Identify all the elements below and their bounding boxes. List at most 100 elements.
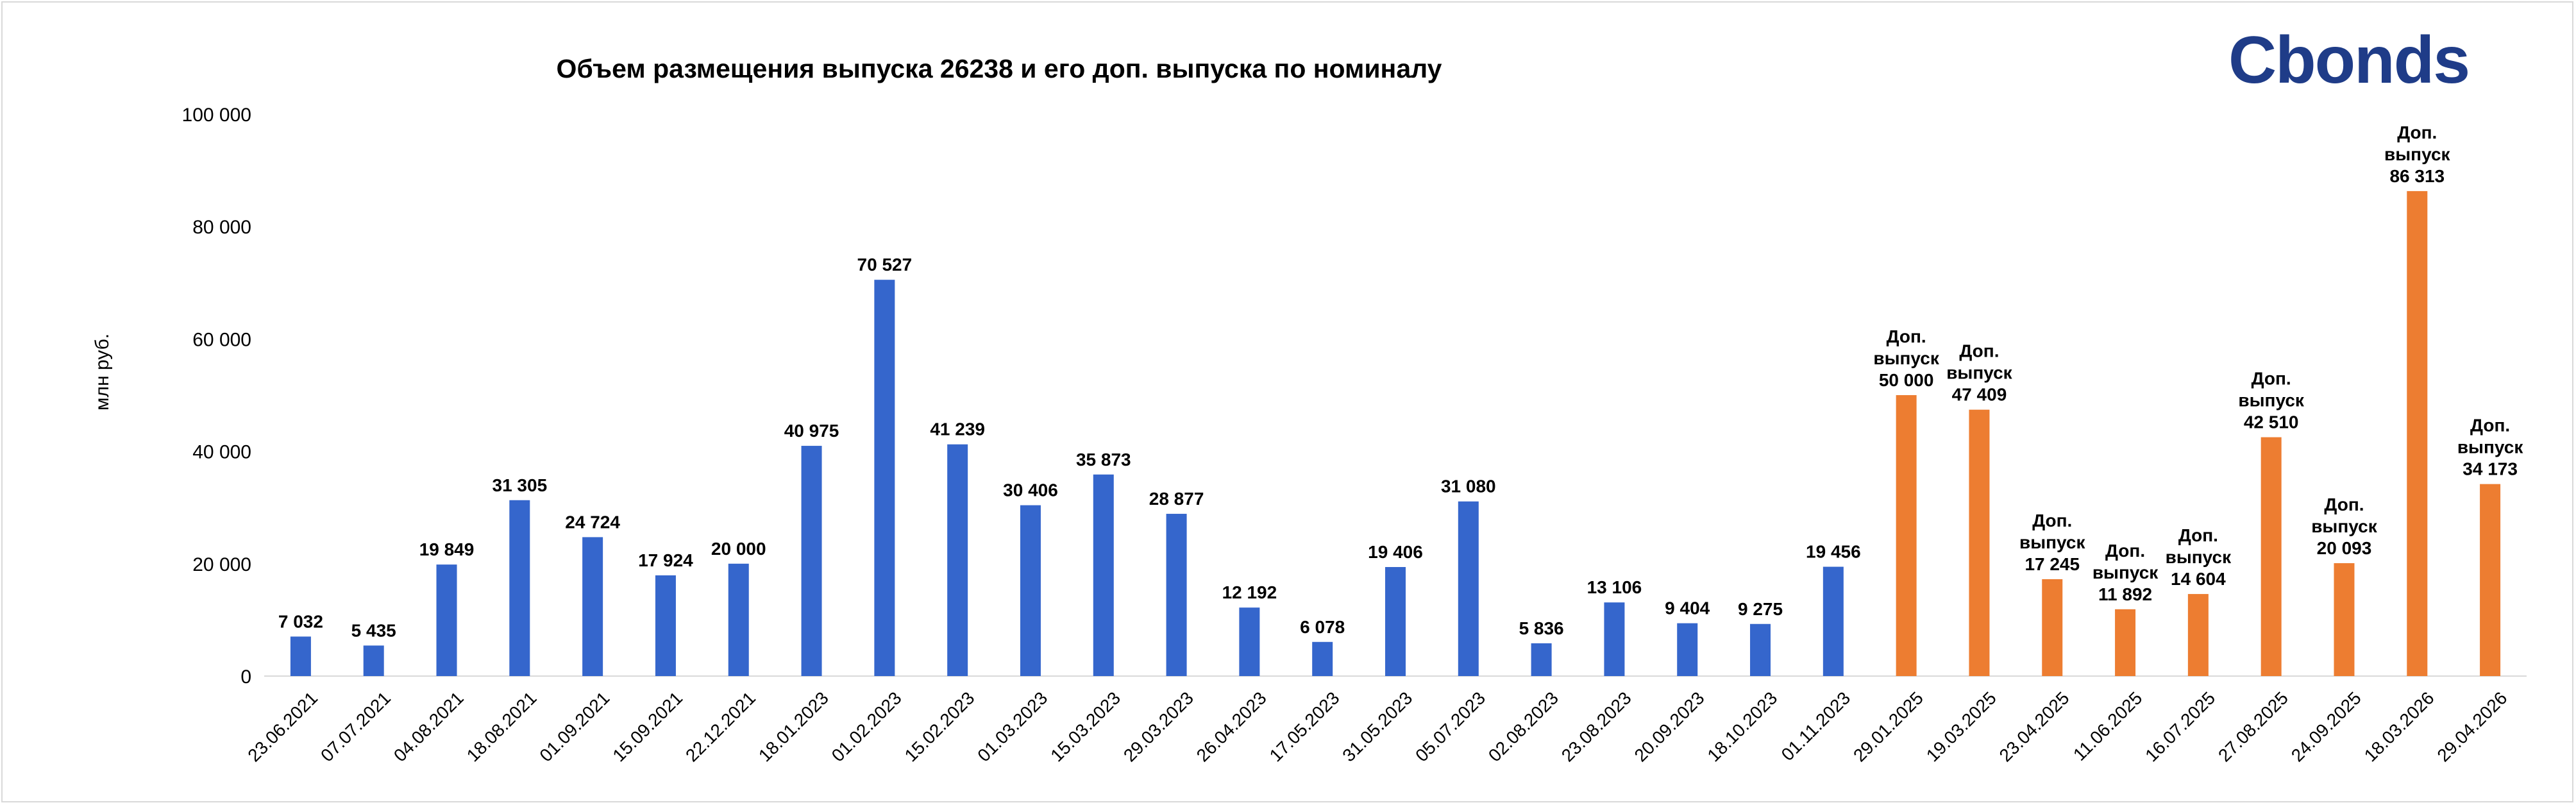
- bar: [1458, 501, 1479, 676]
- data-label: 20 093: [2317, 538, 2372, 558]
- x-tick-label: 02.08.2023: [1485, 688, 1562, 765]
- bar: [2187, 594, 2209, 676]
- x-tick-label: 18.08.2021: [463, 688, 541, 765]
- x-tick-label: 05.07.2023: [1411, 688, 1489, 765]
- data-label-prefix: Доп.: [2397, 123, 2437, 142]
- x-tick-label: 17.05.2023: [1266, 688, 1343, 765]
- x-tick-label: 31.05.2023: [1338, 688, 1416, 765]
- data-label-prefix: Доп.: [2105, 541, 2145, 561]
- x-tick-label: 23.06.2021: [244, 688, 321, 765]
- bar: [1677, 623, 1698, 676]
- data-label-prefix: выпуск: [2238, 391, 2304, 411]
- bar: [290, 636, 311, 676]
- data-label: 20 000: [711, 539, 766, 559]
- data-label-prefix: выпуск: [2166, 547, 2232, 567]
- x-tick-label: 22.12.2021: [682, 688, 759, 765]
- x-tick-label: 23.08.2023: [1558, 688, 1635, 765]
- bar: [582, 537, 603, 676]
- bar: [509, 500, 530, 676]
- x-tick-label: 15.03.2023: [1047, 688, 1124, 765]
- x-tick-label: 07.07.2021: [317, 688, 394, 765]
- x-tick-label: 04.08.2021: [390, 688, 467, 765]
- bar: [1531, 643, 1552, 676]
- chart-title: Объем размещения выпуска 26238 и его доп…: [556, 54, 1442, 83]
- bar: [1239, 607, 1260, 676]
- data-label: 70 527: [857, 255, 913, 275]
- data-label-prefix: Доп.: [1887, 326, 1926, 346]
- bar: [2480, 484, 2501, 676]
- y-tick-label: 80 000: [192, 217, 251, 238]
- x-tick-label: 16.07.2025: [2141, 688, 2219, 765]
- bar: [1896, 395, 1917, 676]
- data-label: 9 275: [1738, 599, 1783, 619]
- bar: [1750, 623, 1771, 676]
- cbonds-logo: Cbonds: [2228, 23, 2470, 97]
- bar: [1093, 474, 1114, 676]
- x-tick-label: 19.03.2025: [1923, 688, 2000, 765]
- y-tick-label: 20 000: [192, 554, 251, 575]
- bar: [801, 446, 822, 676]
- bar: [655, 575, 676, 676]
- data-label: 86 313: [2389, 166, 2445, 186]
- data-label: 30 406: [1003, 480, 1058, 500]
- x-tick-label: 18.03.2026: [2361, 688, 2438, 765]
- y-tick-label: 40 000: [192, 442, 251, 463]
- data-label: 12 192: [1222, 582, 1277, 602]
- x-tick-label: 01.02.2023: [828, 688, 905, 765]
- data-label: 19 456: [1806, 542, 1861, 562]
- x-tick-label: 20.09.2023: [1631, 688, 1708, 765]
- data-label: 14 604: [2171, 569, 2226, 589]
- x-tick-label: 11.06.2025: [2069, 688, 2146, 765]
- data-label-prefix: Доп.: [2324, 495, 2364, 514]
- bar: [1166, 514, 1187, 676]
- x-tick-label: 29.03.2023: [1120, 688, 1197, 765]
- bar: [2334, 563, 2355, 676]
- data-label: 5 836: [1519, 618, 1564, 638]
- bar: [2042, 579, 2063, 676]
- data-label-prefix: Доп.: [1959, 341, 1999, 361]
- data-label: 28 877: [1149, 489, 1204, 509]
- bar: [363, 645, 384, 676]
- data-label-prefix: выпуск: [1946, 363, 2012, 383]
- data-label-prefix: выпуск: [1873, 348, 1939, 368]
- x-tick-label: 23.04.2025: [1996, 688, 2073, 765]
- y-tick-label: 100 000: [182, 105, 251, 126]
- data-label: 34 173: [2462, 459, 2518, 479]
- bar: [947, 444, 968, 676]
- data-label-prefix: выпуск: [2384, 144, 2450, 164]
- data-label-prefix: Доп.: [2032, 511, 2072, 530]
- bar: [1020, 505, 1041, 676]
- x-tick-label: 01.03.2023: [973, 688, 1051, 765]
- data-label-prefix: выпуск: [2092, 563, 2159, 582]
- x-tick-label: 18.10.2023: [1703, 688, 1781, 765]
- data-label: 13 106: [1587, 577, 1642, 597]
- data-label-prefix: Доп.: [2178, 525, 2218, 545]
- x-tick-label: 29.01.2025: [1849, 688, 1927, 765]
- bar: [2260, 437, 2282, 676]
- data-label: 40 975: [784, 421, 839, 441]
- data-label: 31 305: [492, 475, 548, 495]
- data-label-prefix: Доп.: [2252, 369, 2291, 389]
- data-label: 11 892: [2098, 584, 2152, 604]
- bar: [874, 280, 895, 676]
- bar: [1385, 567, 1406, 676]
- x-tick-label: 24.09.2025: [2287, 688, 2365, 765]
- data-label: 6 078: [1300, 617, 1345, 637]
- bar: [2407, 191, 2428, 676]
- x-tick-label: 01.09.2021: [535, 688, 613, 765]
- x-tick-label: 15.02.2023: [901, 688, 979, 765]
- data-label: 17 245: [2025, 554, 2080, 574]
- bar: [1604, 602, 1625, 676]
- bar: [728, 563, 749, 676]
- bar: [2115, 609, 2136, 676]
- data-label-prefix: выпуск: [2019, 532, 2085, 552]
- data-label: 35 873: [1076, 450, 1131, 470]
- data-label-prefix: Доп.: [2470, 416, 2510, 436]
- bar: [1823, 566, 1844, 676]
- data-label: 9 404: [1665, 598, 1710, 618]
- data-label-prefix: выпуск: [2311, 516, 2377, 536]
- y-tick-label: 60 000: [192, 329, 251, 350]
- x-tick-label: 26.04.2023: [1193, 688, 1270, 765]
